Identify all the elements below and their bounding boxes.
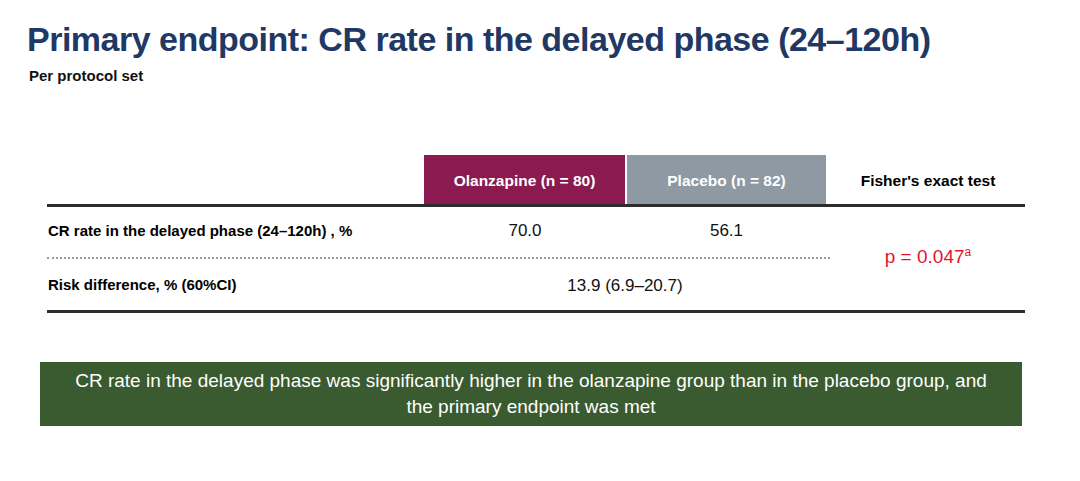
row-divider-dotted <box>47 257 830 259</box>
column-header-placebo: Placebo (n = 82) <box>627 155 826 207</box>
page-title: Primary endpoint: CR rate in the delayed… <box>27 20 931 59</box>
table-bottom-rule <box>47 310 1025 313</box>
page-subtitle: Per protocol set <box>29 67 143 84</box>
column-header-olanzapine: Olanzapine (n = 80) <box>424 155 625 207</box>
column-header-fisher-test: Fisher's exact test <box>830 155 1026 207</box>
cell-risk-difference-value: 13.9 (6.9–20.7) <box>424 276 826 296</box>
p-value: p = 0.047a <box>830 245 1026 268</box>
table-top-rule <box>47 204 1025 207</box>
conclusion-banner: CR rate in the delayed phase was signifi… <box>40 362 1022 426</box>
cell-cr-rate-placebo: 56.1 <box>627 221 826 241</box>
p-value-footnote-marker: a <box>965 245 972 259</box>
row-label-cr-rate: CR rate in the delayed phase (24–120h) ,… <box>48 222 352 239</box>
row-label-risk-difference: Risk difference, % (60%CI) <box>48 276 236 293</box>
p-value-text: p = 0.047 <box>885 246 965 267</box>
slide: Primary endpoint: CR rate in the delayed… <box>0 0 1080 481</box>
cell-cr-rate-olanzapine: 70.0 <box>424 221 626 241</box>
